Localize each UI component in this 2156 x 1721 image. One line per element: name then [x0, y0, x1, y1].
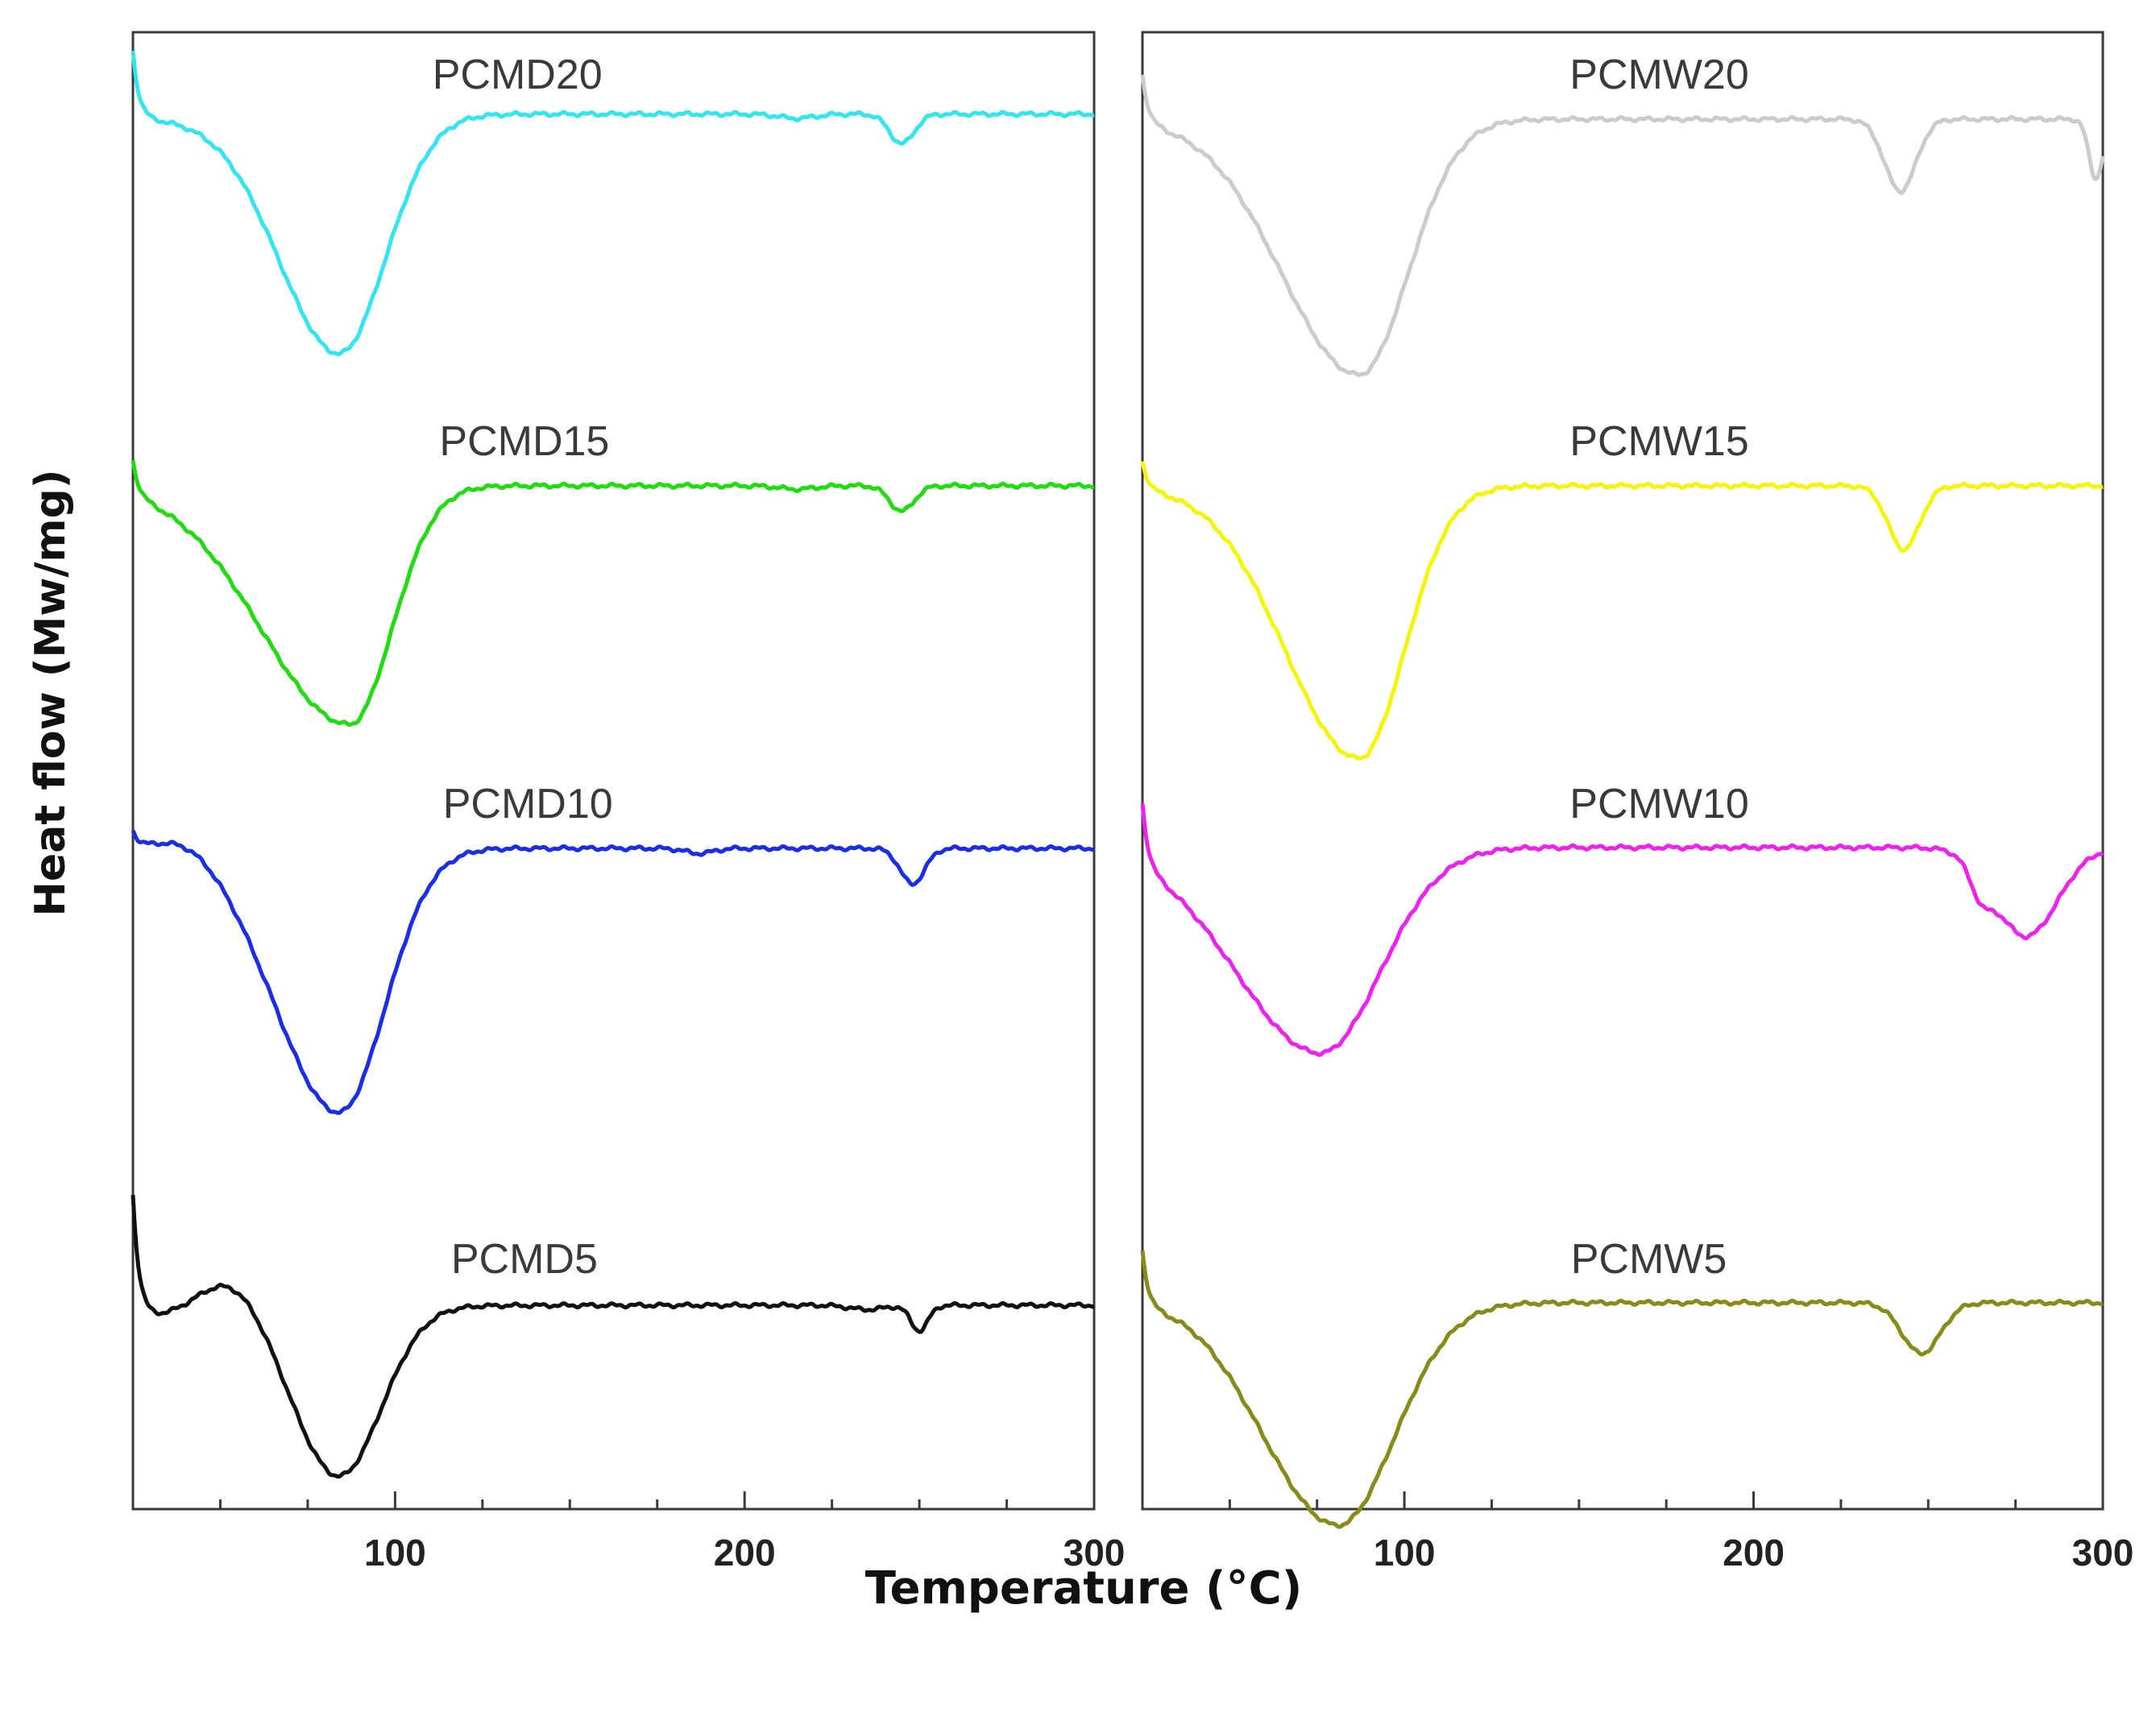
x-axis-title: Temperature (°C)	[865, 1562, 1303, 1615]
left-x-tick-label: 200	[714, 1532, 776, 1574]
curve-pcmw5	[1140, 1250, 2104, 1529]
curve-label-pcmw5: PCMW5	[1571, 1236, 1727, 1283]
curve-label-pcmd10: PCMD10	[443, 781, 613, 827]
curve-pcmd15	[131, 459, 1095, 727]
y-axis-title: Heat flow (Mw/mg)	[27, 470, 75, 917]
curve-pcmw10	[1140, 803, 2104, 1057]
right-x-tick-label: 100	[1374, 1532, 1436, 1574]
curve-label-pcmd5: PCMD5	[451, 1236, 598, 1283]
curve-pcmw15	[1140, 460, 2104, 761]
curve-label-pcmw10: PCMW10	[1569, 781, 1748, 827]
right-x-tick-label: 200	[1723, 1532, 1785, 1574]
left-plot-frame	[131, 31, 1096, 1511]
curve-pcmd10	[131, 829, 1095, 1115]
left-panel: 100 200 300 PCMD20 PCMD15 PCMD10 PCMD5	[131, 31, 1126, 1574]
curve-pcmd20	[131, 50, 1095, 356]
left-x-tick-label: 100	[364, 1532, 426, 1574]
curve-pcmw20	[1140, 74, 2105, 377]
curve-label-pcmd20: PCMD20	[433, 52, 603, 98]
left-x-tick-label: 300	[1063, 1532, 1126, 1574]
curve-label-pcmd15: PCMD15	[439, 418, 609, 465]
curve-pcmd5	[131, 1194, 1095, 1479]
curve-label-pcmw15: PCMW15	[1569, 418, 1748, 465]
right-plot-frame	[1141, 31, 2104, 1511]
right-x-tick-label: 300	[2072, 1532, 2134, 1574]
right-panel: 100 200 300 PCMW20 PCMW15 PCMW10 PCMW5	[1140, 31, 2134, 1574]
curve-label-pcmw20: PCMW20	[1569, 52, 1748, 98]
